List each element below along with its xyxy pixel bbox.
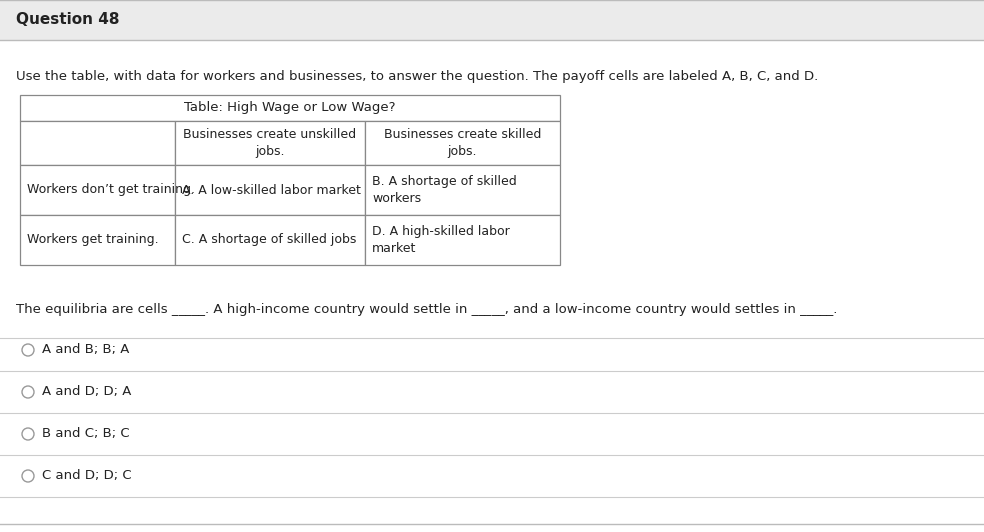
Bar (365, 215, 560, 265)
Text: Businesses create skilled
jobs.: Businesses create skilled jobs. (384, 129, 541, 157)
Text: Businesses create unskilled
jobs.: Businesses create unskilled jobs. (183, 129, 356, 157)
Text: B. A shortage of skilled
workers: B. A shortage of skilled workers (372, 176, 517, 204)
Bar (365, 121, 560, 165)
Text: C. A shortage of skilled jobs: C. A shortage of skilled jobs (182, 234, 356, 246)
Text: C and D; D; C: C and D; D; C (42, 470, 132, 483)
Text: D. A high-skilled labor
market: D. A high-skilled labor market (372, 226, 510, 254)
Text: Question 48: Question 48 (16, 12, 119, 28)
Bar (175, 121, 365, 165)
Text: Workers don’t get training.: Workers don’t get training. (27, 184, 195, 196)
Bar (20, 215, 175, 265)
Bar (175, 165, 365, 215)
Text: B and C; B; C: B and C; B; C (42, 428, 130, 440)
Bar (175, 215, 365, 265)
Bar (365, 165, 560, 215)
Text: Use the table, with data for workers and businesses, to answer the question. The: Use the table, with data for workers and… (16, 70, 819, 83)
Bar (20, 165, 175, 215)
Text: Workers get training.: Workers get training. (27, 234, 158, 246)
Bar (20, 121, 175, 165)
Text: The equilibria are cells _____. A high-income country would settle in _____, and: The equilibria are cells _____. A high-i… (16, 303, 837, 317)
Text: A and D; D; A: A and D; D; A (42, 386, 132, 398)
Text: Table: High Wage or Low Wage?: Table: High Wage or Low Wage? (184, 102, 396, 114)
Text: A and B; B; A: A and B; B; A (42, 344, 129, 356)
Bar (20, 95, 560, 121)
Bar (0, 0, 984, 40)
Text: A. A low-skilled labor market: A. A low-skilled labor market (182, 184, 361, 196)
